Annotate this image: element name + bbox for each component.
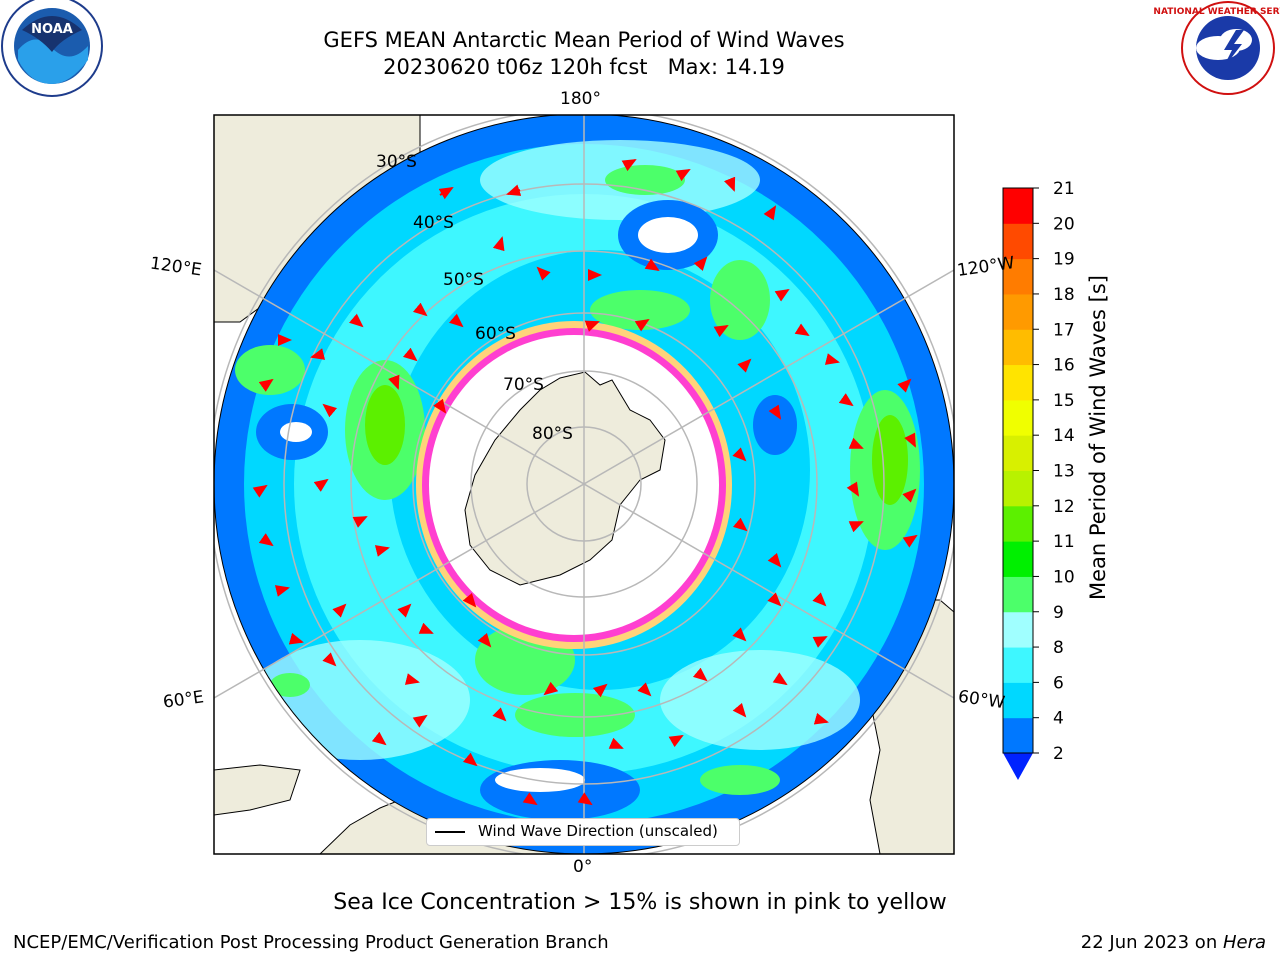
colorbar-extend-triangle [1003,753,1033,780]
colorbar-segment [1003,399,1033,436]
colorbar-tick-label: 14 [1053,426,1075,446]
colorbar-segment [1003,293,1033,330]
colorbar-tick-label: 19 [1053,250,1075,270]
svg-text:NATIONAL WEATHER SERVICE: NATIONAL WEATHER SERVICE [1153,7,1280,17]
colorbar-segment [1003,505,1033,542]
colorbar-tick-label: 13 [1053,462,1075,482]
colorbar-tick-label: 9 [1053,603,1064,623]
lat-label-60s: 60°S [475,324,516,344]
chart-title: GEFS MEAN Antarctic Mean Period of Wind … [323,28,845,52]
colorbar-segment [1003,541,1033,577]
colorbar-segment [1003,576,1033,613]
colorbar-label: Mean Period of Wind Waves [s] [1086,275,1110,600]
colorbar-segment [1003,470,1033,507]
chart-subtitle: 20230620 t06z 120h fcst Max: 14.19 [383,55,785,79]
colorbar-segment [1003,188,1033,224]
colorbar-tick-label: 10 [1053,567,1075,587]
colorbar-tick-label: 12 [1053,497,1075,517]
footer-date-text: 22 Jun 2023 on [1080,932,1223,953]
colorbar-segment [1003,682,1033,719]
colorbar-tick-label: 11 [1053,532,1075,552]
footer-host: Hera [1222,932,1266,953]
legend-line-sample [435,831,465,833]
colorbar-segment [1003,364,1033,401]
colorbar-segment [1003,717,1033,754]
colorbar-tick-label: 18 [1053,285,1075,305]
colorbar-tick-label: 17 [1053,320,1075,340]
colorbar-segment [1003,435,1033,471]
colorbar-tick-label: 8 [1053,638,1064,658]
colorbar-tick-label: 16 [1053,356,1075,376]
colorbar-tick-label: 4 [1053,709,1064,729]
wind-wave-arrows [252,159,918,806]
map-legend: Wind Wave Direction (unscaled) [426,818,740,846]
svg-text:NOAA: NOAA [31,22,73,37]
colorbar-tick-label: 20 [1053,214,1075,234]
nws-logo: NATIONAL WEATHER SERVICE [1153,1,1280,95]
colorbar-segment [1003,258,1033,295]
lon-label-180: 180° [560,89,601,109]
graticule [214,115,954,854]
lat-label-80s: 80°S [532,424,573,444]
colorbar-tick-label: 15 [1053,391,1075,411]
lat-label-70s: 70°S [503,375,544,395]
colorbar-tick-label: 2 [1053,744,1064,764]
lon-label-0: 0° [573,857,593,877]
colorbar-segment [1003,611,1033,648]
footer-date: 22 Jun 2023 on Hera [1081,932,1266,953]
legend-label: Wind Wave Direction (unscaled) [478,822,718,840]
colorbar: 2 4 6 8 9 10 11 12 13 14 15 16 17 18 19 20 21 [1002,179,1075,780]
colorbar-segment [1003,329,1033,366]
lat-label-50s: 50°S [443,270,484,290]
colorbar-tick-label: 21 [1053,179,1075,199]
colorbar-tick-label: 6 [1053,673,1064,693]
footer-credit: NCEP/EMC/Verification Post Processing Pr… [13,932,609,953]
noaa-logo: NOAA [1,0,103,97]
figure-caption: Sea Ice Concentration > 15% is shown in … [333,890,947,915]
colorbar-segment [1003,647,1033,683]
colorbar-segment [1003,223,1033,260]
lat-label-30s: 30°S [376,152,417,172]
lat-label-40s: 40°S [413,213,454,233]
